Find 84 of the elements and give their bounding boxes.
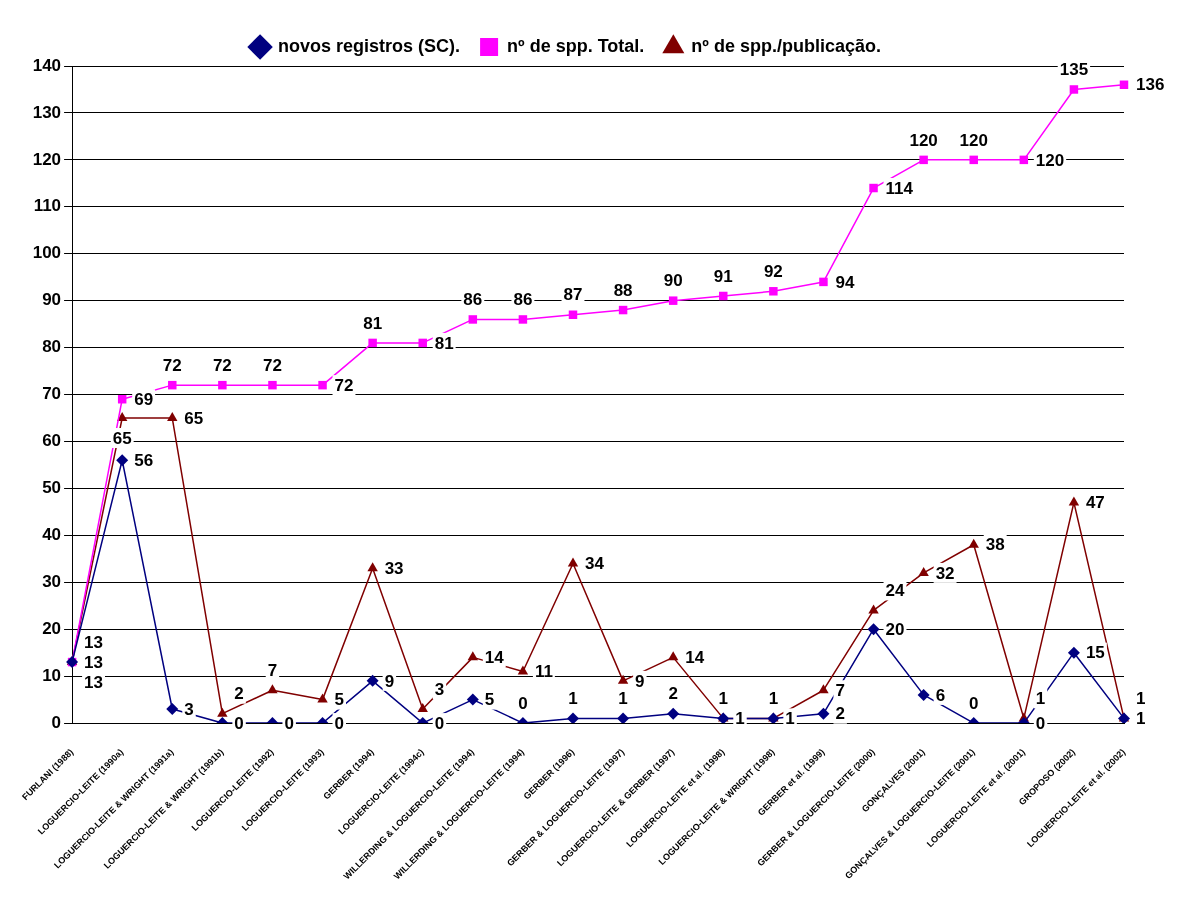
data-label: 0 [518,693,528,713]
data-label: 15 [1085,643,1105,663]
data-label: 87 [563,285,583,305]
data-label: 0 [969,693,979,713]
data-label: 32 [935,563,955,583]
data-label: 69 [134,389,154,409]
data-label: 94 [835,272,855,292]
data-label: 38 [985,535,1005,555]
data-label: 88 [613,280,633,300]
data-label: 11 [534,662,553,682]
data-label: 1 [718,689,729,709]
data-label: 2 [234,684,244,704]
y-tick-label: 0 [51,712,62,732]
data-label: 81 [363,313,383,333]
data-label: 1 [618,689,628,709]
data-label: 1 [1035,689,1046,709]
data-label: 91 [713,266,733,286]
data-label: 86 [513,290,533,310]
data-label: 3 [434,679,445,699]
data-label: 13 [84,652,104,672]
data-label: 72 [162,355,182,375]
data-label: 2 [835,704,845,724]
data-label: 114 [885,178,914,198]
data-label: 120 [959,130,988,150]
y-tick-label: 110 [33,196,62,216]
data-label: 1 [568,689,578,709]
data-label: 9 [635,671,645,691]
data-label: 34 [585,554,605,574]
data-label: 0 [1035,713,1046,733]
data-label: 81 [434,333,454,353]
data-label: 5 [334,690,345,710]
legend-label: nº de spp./publicação. [691,35,881,56]
data-label: 14 [685,648,705,668]
data-label: 1 [1136,689,1146,709]
data-label: 90 [663,271,683,291]
data-label: 92 [763,261,783,281]
y-tick-label: 90 [42,290,62,310]
legend-label: nº de spp. Total. [507,35,645,56]
data-label: 120 [1035,150,1065,170]
y-tick-label: 80 [42,337,62,357]
data-label: 13 [84,672,104,692]
data-label: 1 [735,709,745,729]
data-label: 65 [112,428,132,448]
y-tick-label: 100 [32,243,62,263]
data-label: 120 [909,130,938,150]
y-tick-label: 20 [42,618,62,638]
data-label: 86 [463,290,483,310]
data-label: 0 [234,713,244,733]
y-tick-label: 70 [42,384,62,404]
data-label: 72 [334,375,354,395]
data-label: 56 [134,450,154,470]
y-tick-label: 120 [32,149,62,169]
data-label: 47 [1085,493,1105,513]
data-label: 0 [434,713,445,733]
data-label: 1 [785,709,795,729]
data-label: 5 [484,690,495,710]
data-label: 65 [184,408,204,428]
data-label: 3 [184,699,194,719]
legend-label: novos registros (SC). [278,35,461,56]
y-tick-label: 30 [42,571,62,591]
y-tick-label: 50 [42,478,62,498]
y-tick-label: 130 [32,102,62,122]
data-label: 14 [484,648,505,668]
data-label: 1 [1136,709,1146,729]
data-label: 72 [212,355,232,375]
data-label: 136 [1136,75,1165,95]
y-tick-label: 60 [42,431,62,451]
data-label: 0 [334,713,345,733]
data-label: 6 [935,685,946,705]
data-label: 9 [384,671,395,691]
data-label: 7 [835,680,845,700]
data-label: 72 [263,355,282,375]
data-label: 7 [267,660,278,680]
data-label: 2 [668,684,678,704]
data-label: 0 [284,713,294,733]
data-label: 1 [768,689,779,709]
data-label: 135 [1059,60,1089,80]
data-label: 13 [84,632,104,652]
y-tick-label: 40 [42,525,62,545]
y-tick-label: 140 [32,55,62,75]
data-label: 20 [885,619,905,639]
data-label: 33 [384,558,404,578]
data-label: 24 [885,581,905,601]
y-tick-label: 10 [42,665,62,685]
